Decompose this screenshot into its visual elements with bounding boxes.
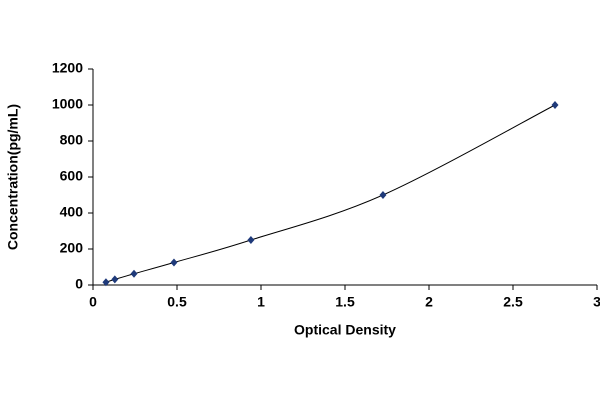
- y-tick-label: 400: [60, 204, 84, 220]
- data-point: [170, 258, 178, 267]
- fit-curve: [105, 104, 556, 283]
- data-point: [551, 101, 559, 109]
- data-point: [379, 191, 387, 199]
- y-tick-label: 800: [60, 132, 84, 148]
- x-tick-label: 0.5: [167, 294, 187, 310]
- y-tick-label: 600: [60, 168, 84, 184]
- data-point: [130, 269, 138, 278]
- x-tick-label: 1.5: [335, 294, 355, 310]
- y-tick-label: 1000: [52, 96, 83, 112]
- y-tick-label: 0: [75, 276, 83, 292]
- x-tick-label: 3: [593, 294, 600, 310]
- x-tick-label: 2.5: [503, 294, 523, 310]
- x-tick-label: 0: [89, 294, 97, 310]
- y-axis-title: Concentration(pg/mL): [5, 104, 21, 250]
- x-axis-title: Optical Density: [294, 322, 396, 338]
- x-tick-label: 1: [257, 294, 265, 310]
- y-tick-label: 1200: [52, 60, 83, 76]
- data-point: [102, 278, 110, 287]
- data-point: [247, 236, 255, 244]
- x-tick-label: 2: [425, 294, 433, 310]
- y-tick-label: 200: [60, 240, 84, 256]
- data-point: [111, 275, 119, 284]
